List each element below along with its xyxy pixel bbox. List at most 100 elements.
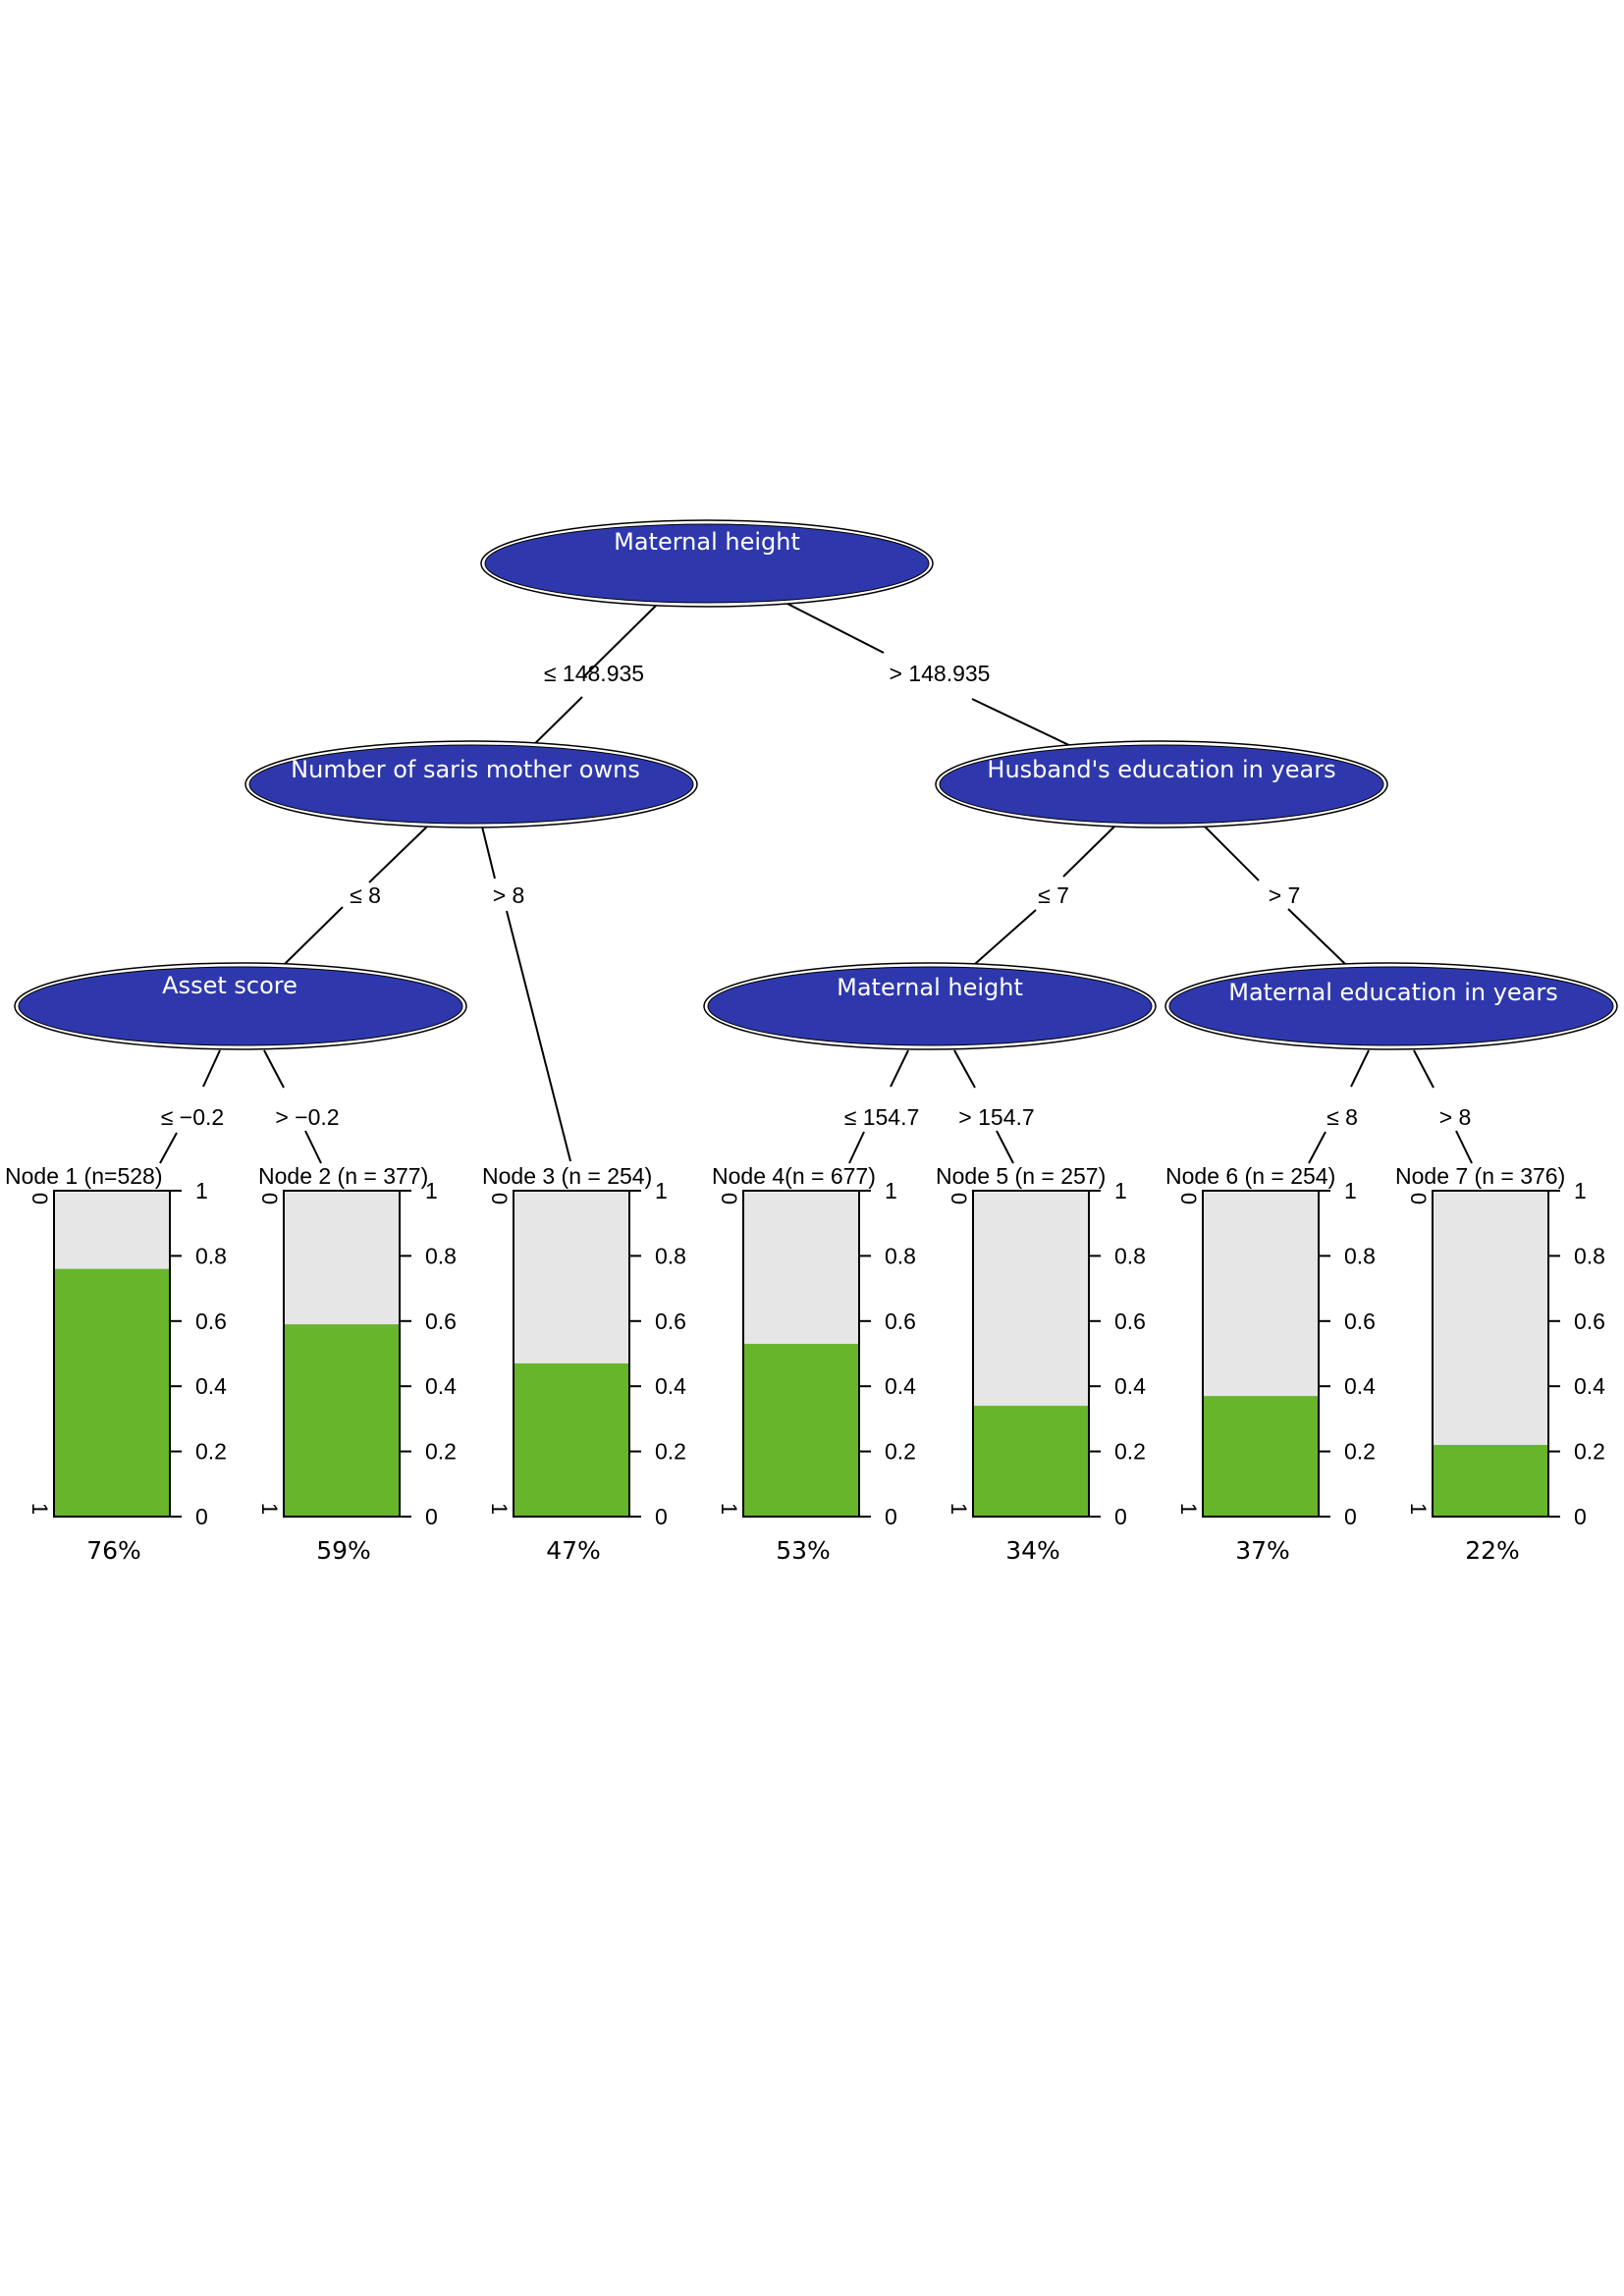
leaf-percent: 59%	[316, 1536, 371, 1565]
node-label-maternal-education: Maternal education in years	[1228, 979, 1558, 1006]
leaf-node-2: Node 2 (n = 377) 0 0.2 0.4 0.6 0.8 1 0 1 59%	[257, 1163, 457, 1565]
edge-saris-left	[368, 826, 428, 883]
edge-matedu-right	[1413, 1049, 1435, 1089]
leaf-axis-tick-label: 0.2	[1344, 1439, 1376, 1465]
node-label-root: Maternal height	[614, 528, 800, 556]
leaf-category-top: 0	[947, 1193, 971, 1204]
tree-edges	[159, 602, 1473, 1164]
leaf-percent: 22%	[1465, 1536, 1520, 1565]
leaf-axis-tick-label: 0.2	[425, 1439, 457, 1465]
leaf-title: Node 7 (n = 376)	[1395, 1163, 1565, 1189]
leaf-axis-tick-label: 0.8	[1114, 1243, 1146, 1268]
edge-label-saris-left: ≤ 8	[350, 882, 381, 908]
leaf-bar	[1203, 1396, 1319, 1517]
leaf-axis-tick-label: 0	[425, 1504, 438, 1529]
leaf-axis-tick-label: 0.8	[655, 1243, 686, 1268]
leaf-category-top: 0	[717, 1193, 741, 1204]
node-maternal-education: Maternal education in years	[1164, 962, 1618, 1050]
edge-root-right	[971, 698, 1076, 749]
edge-root-left	[582, 605, 657, 678]
node-label-asset-score: Asset score	[162, 972, 298, 999]
leaf-axis-tick-label: 0.4	[885, 1373, 916, 1399]
edge-labels: ≤ 148.935 > 148.935 ≤ 8 > 8 ≤ 7 > 7 ≤ −0…	[161, 661, 1472, 1130]
leaf-axis-tick-label: 1	[655, 1178, 668, 1203]
leaf-category-top: 0	[1406, 1193, 1431, 1204]
leaf-title: Node 4(n = 677)	[712, 1163, 876, 1189]
leaf-bar	[54, 1268, 170, 1517]
leaf-axis-tick-label: 0.6	[195, 1308, 227, 1334]
leaf-axis-tick-label: 0.2	[1114, 1439, 1146, 1465]
edge-label-matedu-left: ≤ 8	[1326, 1104, 1358, 1130]
leaf-axis-tick-label: 0.8	[195, 1243, 227, 1268]
leaf-node-3: Node 3 (n = 254) 0 0.2 0.4 0.6 0.8 1 0 1 47%	[482, 1163, 686, 1565]
edge-label-husband-right: > 7	[1269, 882, 1301, 908]
edge-husband-left	[974, 909, 1037, 965]
edge-matedu-left	[1350, 1049, 1370, 1088]
node-root: Maternal height	[480, 519, 934, 608]
edge-label-husband-left: ≤ 7	[1038, 882, 1069, 908]
leaf-panels: Node 1 (n=528) 0 0.2 0.4 0.6 0.8 1 0 1 76% Node 2 …	[5, 1163, 1605, 1565]
leaf-axis-tick-label: 0	[1344, 1504, 1357, 1529]
node-saris: Number of saris mother owns	[244, 740, 698, 828]
leaf-axis-tick-label: 0.4	[1114, 1373, 1146, 1399]
leaf-axis-tick-label: 0.6	[425, 1308, 457, 1334]
leaf-axis-tick-label: 1	[195, 1178, 208, 1203]
leaf-category-bottom: 1	[717, 1503, 741, 1515]
leaf-axis-tick-label: 0	[885, 1504, 897, 1529]
edge-label-asset-left: ≤ −0.2	[161, 1104, 224, 1130]
edge-height2-left	[890, 1049, 909, 1088]
leaf-category-top: 0	[487, 1193, 512, 1204]
leaf-category-bottom: 1	[947, 1503, 971, 1515]
leaf-axis-tick-label: 1	[425, 1178, 438, 1203]
edge-asset-right	[304, 1130, 322, 1164]
leaf-category-bottom: 1	[1176, 1503, 1201, 1515]
leaf-category-top: 0	[1176, 1193, 1201, 1204]
leaf-axis-tick-label: 0.8	[1574, 1243, 1605, 1268]
leaf-category-top: 0	[27, 1193, 52, 1204]
leaf-axis-tick-label: 0.2	[1574, 1439, 1605, 1465]
leaf-axis-tick-label: 0	[1114, 1504, 1127, 1529]
leaf-percent: 47%	[546, 1536, 601, 1565]
leaf-title: Node 5 (n = 257)	[936, 1163, 1106, 1189]
leaf-axis-tick-label: 0	[195, 1504, 208, 1529]
leaf-percent: 37%	[1235, 1536, 1290, 1565]
edge-height2-left	[848, 1131, 865, 1164]
edge-asset-right	[263, 1049, 285, 1089]
leaf-title: Node 2 (n = 377)	[258, 1163, 428, 1189]
leaf-percent: 53%	[776, 1536, 831, 1565]
leaf-axis-tick-label: 1	[1574, 1178, 1587, 1203]
leaf-node-6: Node 6 (n = 254) 0 0.2 0.4 0.6 0.8 1 0 1 37%	[1165, 1163, 1376, 1565]
leaf-title: Node 3 (n = 254)	[482, 1163, 652, 1189]
leaf-axis-tick-label: 0	[1574, 1504, 1587, 1529]
node-label-saris: Number of saris mother owns	[291, 756, 640, 783]
edge-label-asset-right: > −0.2	[275, 1104, 339, 1130]
leaf-category-bottom: 1	[1406, 1503, 1431, 1515]
leaf-percent: 76%	[86, 1536, 141, 1565]
leaf-category-bottom: 1	[487, 1503, 512, 1515]
leaf-axis-tick-label: 0.4	[425, 1373, 457, 1399]
leaf-axis-tick-label: 0.6	[655, 1308, 686, 1334]
leaf-axis-tick-label: 0.6	[1344, 1308, 1376, 1334]
leaf-bar	[514, 1362, 629, 1517]
leaf-axis-tick-label: 0.8	[425, 1243, 457, 1268]
leaf-node-5: Node 5 (n = 257) 0 0.2 0.4 0.6 0.8 1 0 1 34%	[936, 1163, 1146, 1565]
edge-husband-right	[1287, 908, 1346, 965]
leaf-node-7: Node 7 (n = 376) 0 0.2 0.4 0.6 0.8 1 0 1 22%	[1395, 1163, 1605, 1565]
node-label-maternal-height-2: Maternal height	[837, 974, 1023, 1001]
leaf-axis-tick-label: 0	[655, 1504, 668, 1529]
edge-label-saris-right: > 8	[493, 882, 525, 908]
leaf-axis-tick-label: 1	[885, 1178, 897, 1203]
leaf-bar	[743, 1344, 859, 1517]
edge-asset-left	[159, 1132, 178, 1164]
leaf-title: Node 1 (n=528)	[5, 1163, 162, 1189]
edge-saris-right	[481, 826, 496, 880]
leaf-axis-tick-label: 0.2	[195, 1439, 227, 1465]
leaf-node-1: Node 1 (n=528) 0 0.2 0.4 0.6 0.8 1 0 1 76%	[5, 1163, 227, 1565]
leaf-axis-tick-label: 1	[1114, 1178, 1127, 1203]
edge-husband-left	[1062, 826, 1115, 878]
leaf-axis-tick-label: 0.6	[1114, 1308, 1146, 1334]
leaf-axis-tick-label: 0.4	[655, 1373, 686, 1399]
leaf-axis-tick-label: 0.2	[885, 1439, 916, 1465]
leaf-axis-tick-label: 0.4	[1344, 1373, 1376, 1399]
